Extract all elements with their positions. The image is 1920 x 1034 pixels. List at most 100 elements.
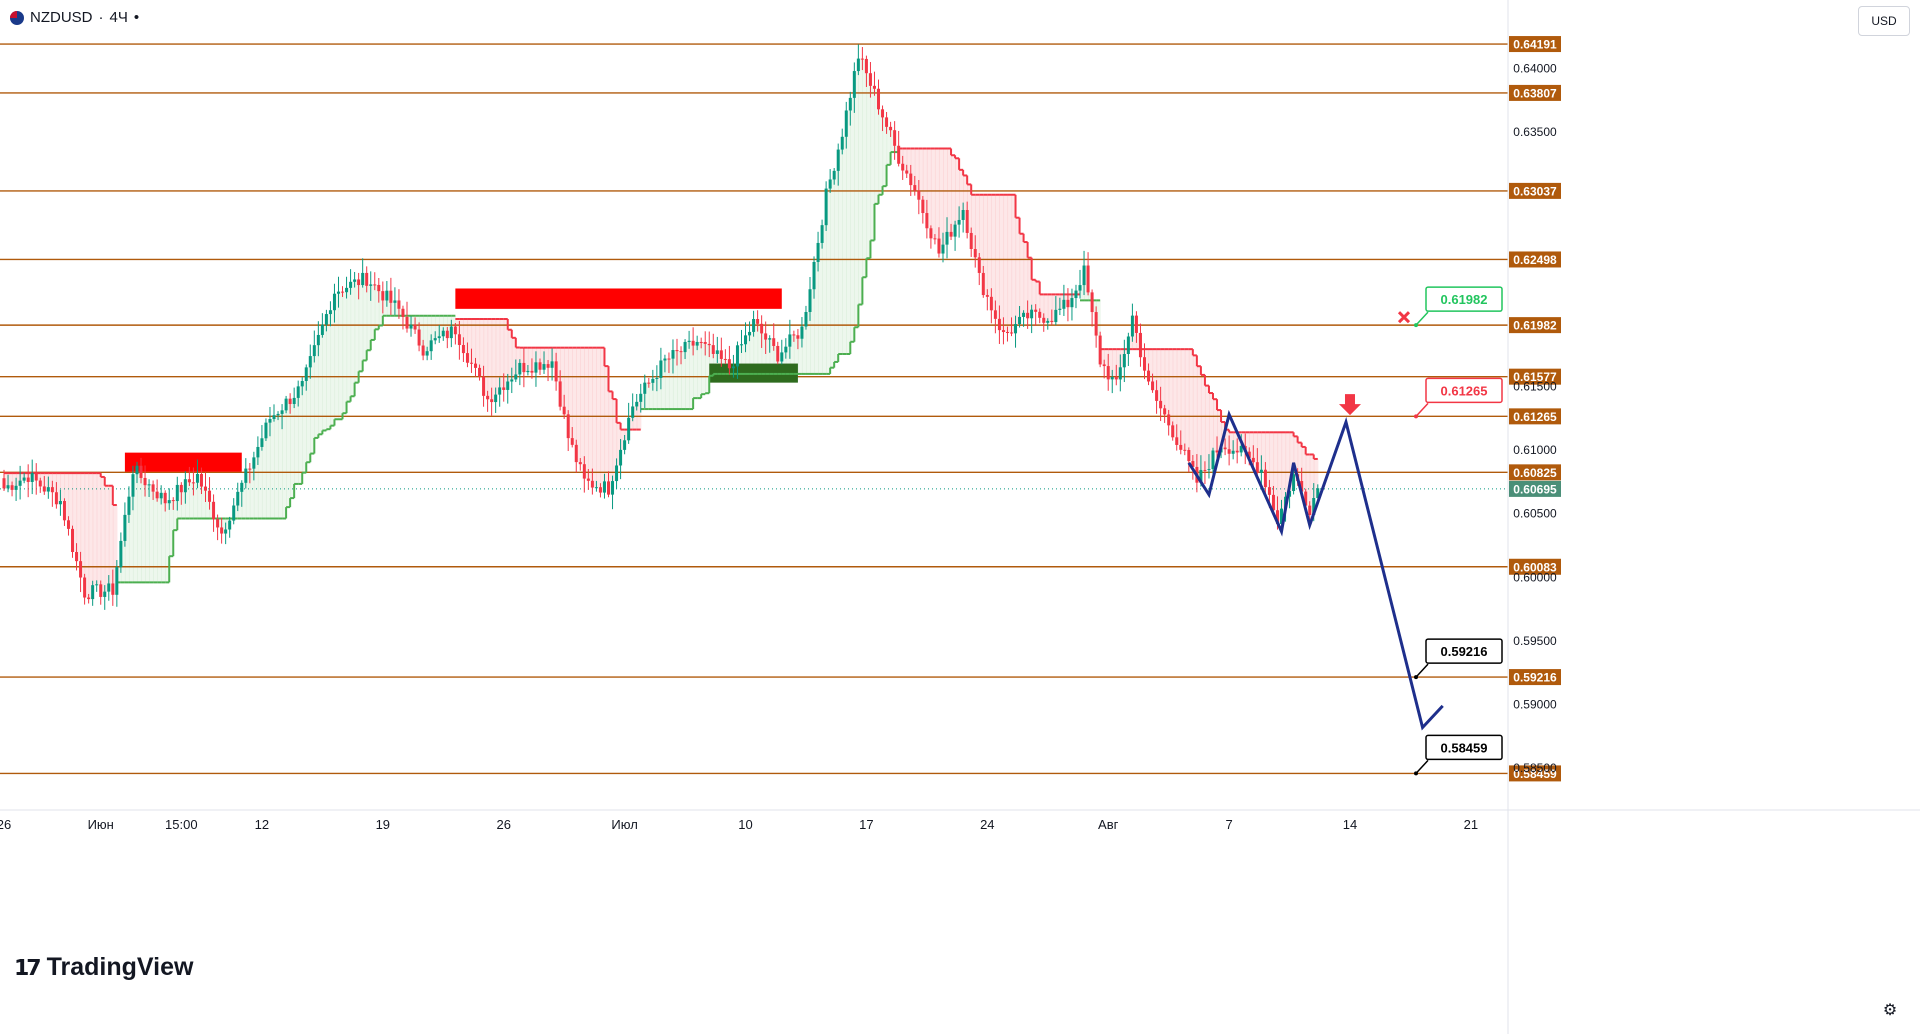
trend-fill <box>64 473 70 521</box>
time-tick-label: 15:00 <box>165 817 198 832</box>
candle-body <box>852 71 856 98</box>
trend-fill <box>153 491 158 583</box>
candle-body <box>119 540 123 568</box>
trend-fill <box>894 145 900 153</box>
candle-body <box>62 501 66 521</box>
trend-fill <box>116 567 122 583</box>
trend-fill <box>52 473 57 493</box>
candle-body <box>522 362 526 373</box>
price-axis: 0.64191 0.63807 0.63037 0.62498 0.61982 0.615… <box>1507 0 1561 1034</box>
level-price-text: 0.60083 <box>1513 560 1557 574</box>
candle-body <box>925 213 929 229</box>
time-tick-label: Июн <box>88 817 114 832</box>
currency-button[interactable]: USD <box>1858 6 1910 36</box>
level-price-text: 0.61577 <box>1513 370 1557 384</box>
trend-fill <box>1152 349 1158 391</box>
candle-body <box>292 397 296 405</box>
trend-fill <box>519 347 525 363</box>
trend-fill <box>1023 242 1029 313</box>
trend-fill <box>278 413 283 519</box>
candle-body <box>615 465 619 482</box>
candle-body <box>558 381 562 407</box>
trend-fill <box>1027 257 1033 319</box>
candle-body <box>175 484 179 502</box>
trend-fill <box>217 518 223 528</box>
trend-fill <box>451 315 456 327</box>
trend-fill <box>56 473 62 505</box>
candle-body <box>1247 451 1251 458</box>
candle-body <box>1223 447 1227 450</box>
candle-body <box>756 319 760 324</box>
trend-fill <box>1297 442 1303 482</box>
candle-body <box>897 145 901 164</box>
candle-body <box>111 583 115 595</box>
candle-body <box>941 244 945 254</box>
trend-fill <box>967 184 972 233</box>
trend-fill <box>366 285 372 351</box>
candle-body <box>316 334 320 346</box>
candle-body <box>1098 335 1102 365</box>
trend-fill <box>1204 385 1210 471</box>
symbol-menu-icon[interactable]: • <box>133 9 140 26</box>
symbol-header[interactable]: NZDUSD · 4Ч • <box>10 9 139 26</box>
trend-fill <box>632 406 638 430</box>
trend-fill <box>685 341 690 410</box>
candle-body <box>590 480 594 488</box>
trend-fill <box>1265 432 1271 488</box>
candle-body <box>401 308 405 317</box>
trend-fill <box>701 342 706 395</box>
level-price-label <box>1509 408 1561 425</box>
settings-gear-icon[interactable]: ⚙ <box>1882 1002 1898 1019</box>
trend-fill <box>963 175 968 211</box>
trend-fill <box>616 422 622 466</box>
candle-body <box>131 474 135 497</box>
trend-fill <box>197 473 203 519</box>
candle-body <box>1171 425 1175 438</box>
candle-body <box>901 163 905 171</box>
trend-fill <box>80 473 86 578</box>
candle-body <box>1094 312 1098 336</box>
trend-fill <box>1092 300 1097 313</box>
callout-text: 0.59216 <box>1441 644 1488 659</box>
trend-fill <box>475 318 481 368</box>
trend-fill <box>608 391 614 495</box>
trend-fill <box>983 194 988 296</box>
candle-body <box>461 345 465 354</box>
candle-body <box>949 231 953 237</box>
trend-fill <box>40 473 45 487</box>
candle-body <box>1018 316 1022 325</box>
candle-body <box>26 477 30 482</box>
trend-fill <box>1289 432 1295 492</box>
candle-body <box>409 324 413 329</box>
trend-fill <box>535 347 541 363</box>
trend-fill <box>1253 432 1258 463</box>
trend-fill <box>1067 294 1073 308</box>
trend-fill <box>499 318 505 388</box>
trend-fill <box>604 366 610 482</box>
candle-body <box>1022 312 1026 317</box>
candle-body <box>22 477 26 481</box>
candle-body <box>691 340 695 346</box>
time-tick-label: Авг <box>1098 817 1119 832</box>
trend-fill <box>257 446 263 519</box>
trend-fill <box>975 194 980 258</box>
trend-fill <box>439 315 444 337</box>
candle-body <box>220 527 224 534</box>
candle-body <box>99 584 103 597</box>
time-tick-label: 12 <box>255 817 269 832</box>
candle-body <box>232 505 236 521</box>
candle-body <box>735 345 739 367</box>
candle-body <box>91 585 95 600</box>
trend-fill <box>1035 281 1041 312</box>
candle-body <box>836 149 840 171</box>
level-price-label <box>1509 182 1561 199</box>
candle-body <box>715 350 719 354</box>
trend-fill <box>1059 294 1065 309</box>
level-price-label <box>1509 317 1561 334</box>
level-price-text: 0.59216 <box>1513 671 1557 685</box>
trend-fill <box>362 272 368 361</box>
trend-fill <box>124 514 130 583</box>
trend-fill <box>1043 294 1049 323</box>
candle-body <box>417 329 421 346</box>
